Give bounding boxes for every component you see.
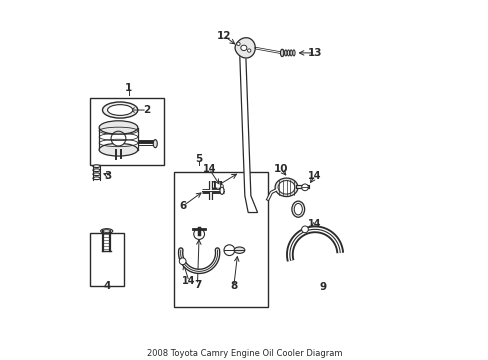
Text: 2: 2 [143,105,150,115]
Ellipse shape [292,50,294,56]
Bar [174,172,267,307]
Ellipse shape [103,230,110,232]
Ellipse shape [294,203,302,215]
Ellipse shape [107,105,132,116]
Ellipse shape [280,49,283,57]
Polygon shape [235,38,255,58]
Circle shape [220,185,223,187]
Circle shape [236,42,240,45]
Circle shape [247,49,250,52]
Text: 9: 9 [319,282,326,292]
Ellipse shape [282,50,284,56]
Text: 5: 5 [195,154,203,164]
Ellipse shape [102,102,138,118]
Ellipse shape [275,178,297,197]
Ellipse shape [284,50,286,56]
Ellipse shape [240,45,246,50]
Text: 2008 Toyota Camry Engine Oil Cooler Diagram: 2008 Toyota Camry Engine Oil Cooler Diag… [146,349,342,358]
Bar [90,98,163,166]
Text: 11: 11 [210,181,224,191]
Text: 10: 10 [273,164,287,174]
Ellipse shape [99,143,138,156]
Text: 1: 1 [124,83,132,93]
Circle shape [179,258,185,265]
Ellipse shape [153,140,157,148]
Ellipse shape [287,50,289,56]
Text: 12: 12 [217,31,231,41]
Ellipse shape [93,173,100,176]
Circle shape [193,229,204,239]
Text: 4: 4 [103,282,110,292]
Circle shape [301,226,308,233]
Circle shape [301,184,308,191]
Text: 13: 13 [307,48,322,58]
Ellipse shape [93,169,100,171]
Ellipse shape [101,229,113,233]
Circle shape [224,245,234,256]
Text: 14: 14 [182,276,195,287]
Ellipse shape [220,187,224,194]
Ellipse shape [289,50,292,56]
Text: 7: 7 [193,280,201,290]
Text: 14: 14 [308,219,321,229]
Ellipse shape [291,201,304,217]
Text: 3: 3 [104,171,112,181]
Ellipse shape [93,177,100,180]
Ellipse shape [93,165,100,167]
Circle shape [111,131,125,146]
Text: 14: 14 [202,164,216,174]
Bar [90,233,123,287]
Text: 6: 6 [180,201,186,211]
Ellipse shape [99,121,138,134]
Ellipse shape [278,181,294,194]
Ellipse shape [234,247,244,253]
Text: 14: 14 [308,171,321,181]
Polygon shape [239,56,257,212]
Text: 8: 8 [230,282,237,292]
